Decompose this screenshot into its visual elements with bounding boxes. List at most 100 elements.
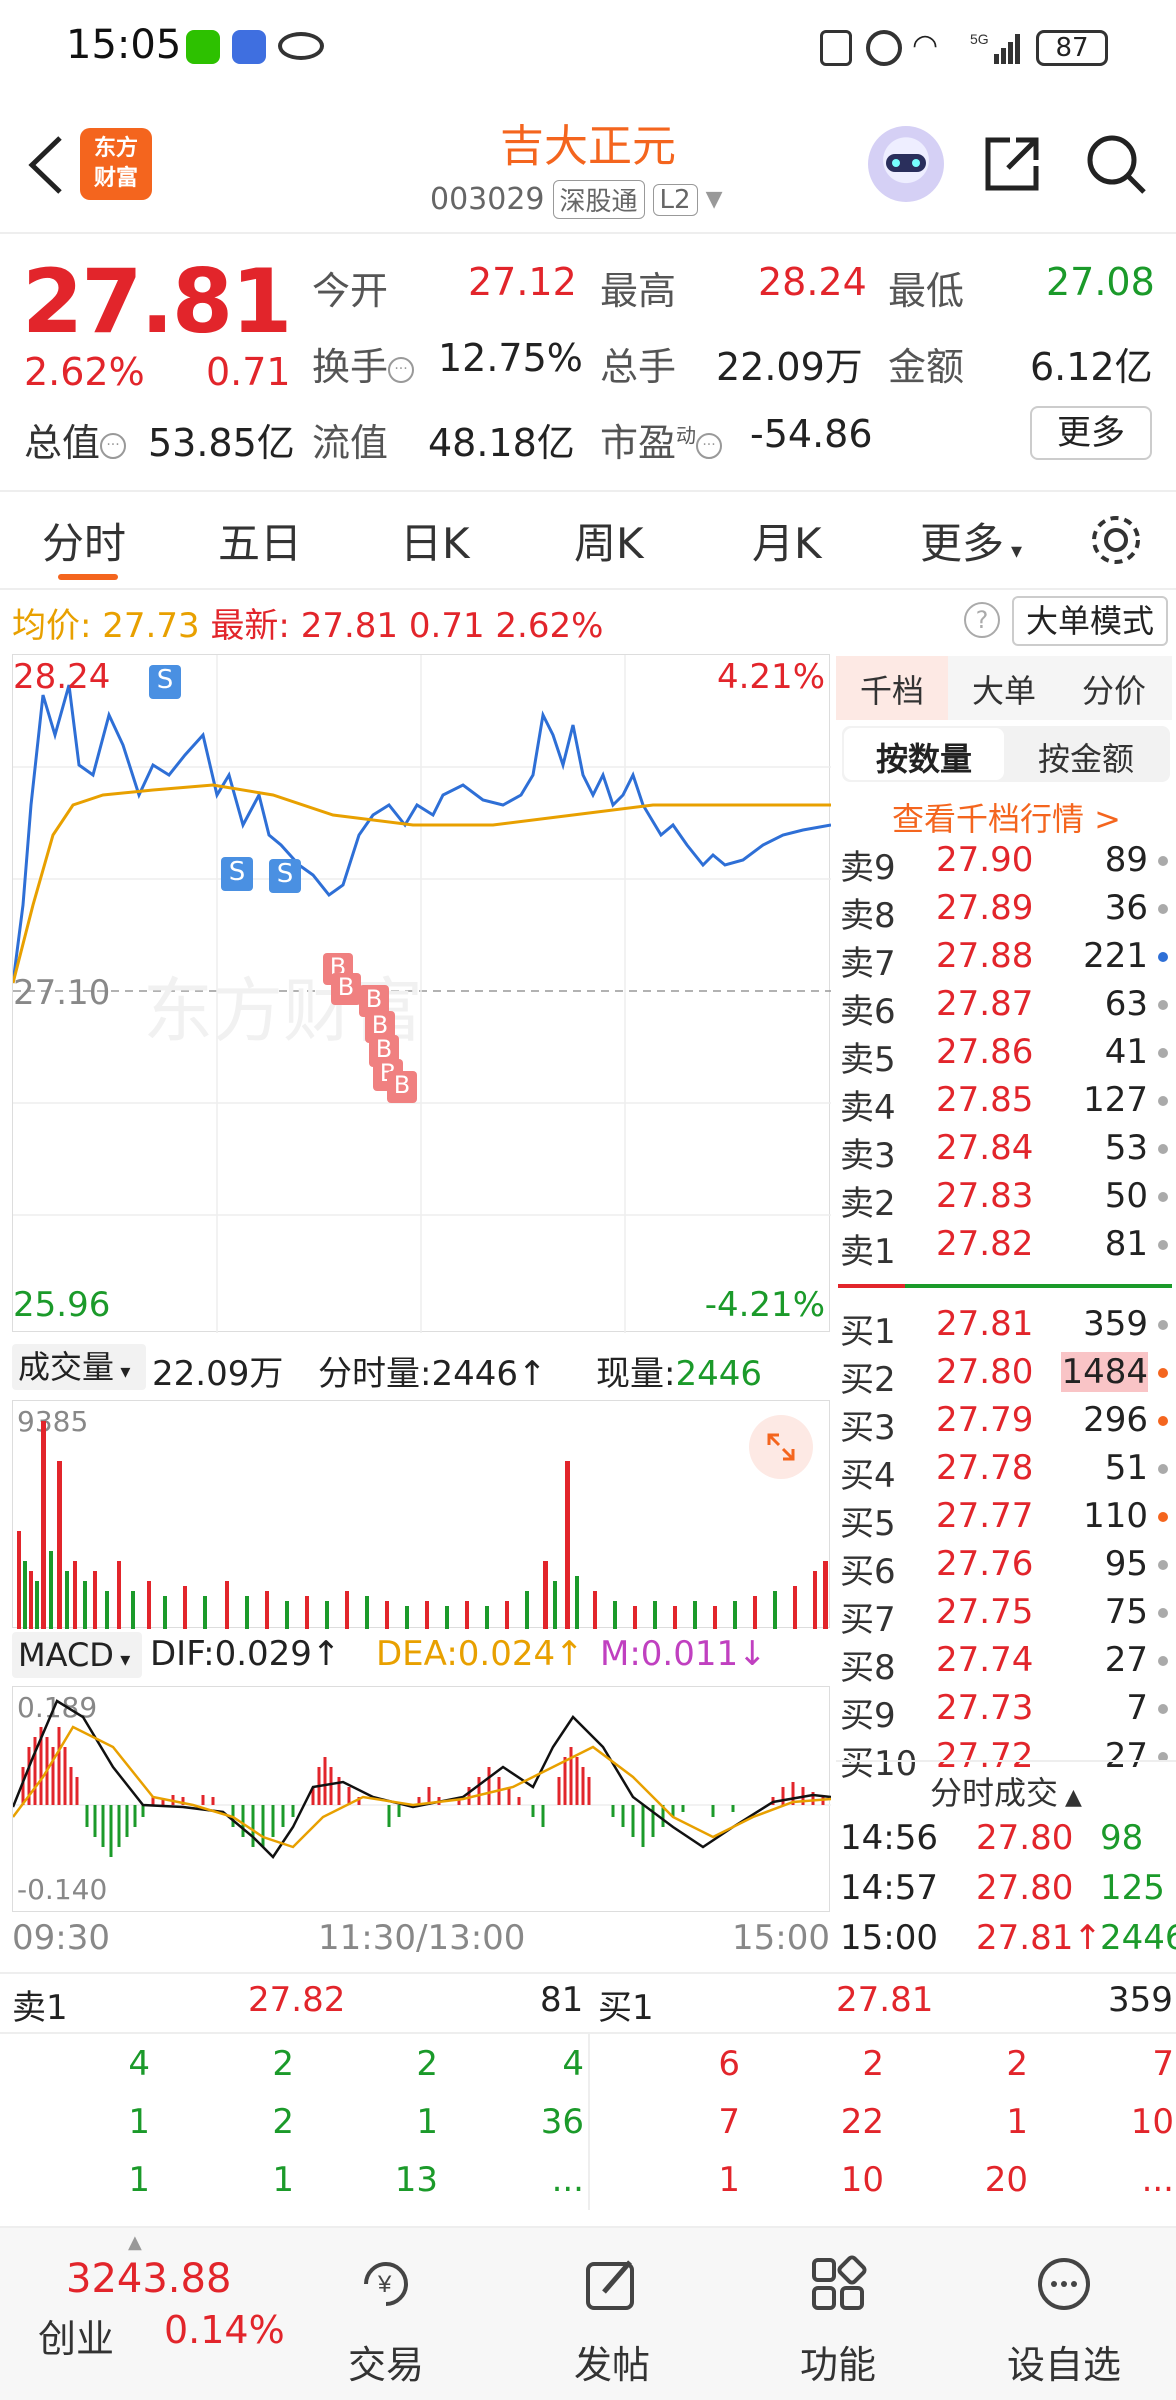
y-axis-bottom: 25.96 [13,1285,111,1325]
tab-intraday[interactable]: 分时 [42,519,127,568]
dropdown-triangle-icon[interactable]: ▼ [705,187,723,212]
macd-chart[interactable]: 0.189 -0.140 [12,1686,831,1912]
battery-icon: 87 [1036,30,1108,66]
more-dots-icon [1038,2258,1090,2310]
bid-row[interactable]: 买6 27.76 95 [840,1544,1172,1592]
tab-weekly-k[interactable]: 周K [574,519,644,568]
sell-marker[interactable]: S [221,857,253,891]
intraday-chart[interactable]: 东方财富 28.24 27.10 25.96 4.21% -4.21% S S … [12,654,831,1333]
bid-row[interactable]: 买1 27.81 359 [840,1304,1172,1352]
tab-daily-k[interactable]: 日K [400,519,470,568]
ask-price: 27.82 [936,1224,1034,1264]
tab-thousand-level[interactable]: 千档 [860,672,925,710]
buy-marker[interactable]: B [387,1071,417,1103]
ask-row[interactable]: 卖9 27.90 89 [840,840,1172,888]
more-button[interactable]: 更多 [1030,406,1152,460]
time-axis-mid: 11:30/13:00 [318,1918,526,1958]
bid-row[interactable]: 买10 27.72 27 [840,1736,1172,1784]
ask-row[interactable]: 卖6 27.87 63 [840,984,1172,1032]
low-label: 最低 [888,269,965,313]
ask-row[interactable]: 卖3 27.84 53 [840,1128,1172,1176]
status-dot-icon [1158,1464,1168,1474]
ask-row[interactable]: 卖5 27.86 41 [840,1032,1172,1080]
logo-line1: 东方 [93,136,138,161]
nav-features[interactable]: 功能 [758,2228,918,2400]
ask-level: 卖4 [840,1088,896,1128]
divider [588,2034,590,2210]
sell-queue-order: 2 [272,2102,294,2142]
index-ticker[interactable]: ▲ 3243.88 创业 0.14% [0,2228,285,2400]
bid-row[interactable]: 买9 27.73 7 [840,1688,1172,1736]
ask-row[interactable]: 卖4 27.85 127 [840,1080,1172,1128]
gear-icon[interactable] [1088,512,1144,568]
ai-robot-icon[interactable] [868,126,944,202]
volume-selector[interactable]: 成交量 ▾ [12,1344,146,1390]
nav-post[interactable]: 发帖 [532,2228,692,2400]
time-axis-end: 15:00 [732,1918,830,1958]
ask-row[interactable]: 卖7 27.88 221 [840,936,1172,984]
status-time: 15:05 [66,22,182,68]
info-icon[interactable]: ··· [100,432,127,459]
status-dot-icon [1158,856,1168,866]
bid-row[interactable]: 买7 27.75 75 [840,1592,1172,1640]
chevron-left-icon [28,136,62,194]
status-dot-icon [1158,952,1168,962]
bid-level: 买8 [840,1648,896,1688]
bid-row[interactable]: 买4 27.78 51 [840,1448,1172,1496]
bid-row[interactable]: 买2 27.80 1484 [840,1352,1172,1400]
ask-row[interactable]: 卖2 27.83 50 [840,1176,1172,1224]
nav-trade[interactable]: ¥ 交易 [306,2228,466,2400]
total-value-label: 总值 ··· [24,412,127,467]
sell-queue-order: 2 [416,2044,438,2084]
back-button[interactable] [22,130,72,200]
status-dot-icon [1158,1048,1168,1058]
search-icon[interactable] [1082,130,1150,198]
tab-monthly-k[interactable]: 月K [752,519,822,568]
bid-volume: 359 [1083,1304,1148,1344]
tick-price: 27.81↑ [976,1918,1102,1958]
tab-more[interactable]: 更多 ▾ [920,519,1023,568]
tick-time: 14:56 [840,1818,938,1858]
tab-by-amount[interactable]: 按金额 [1038,740,1135,778]
info-icon[interactable]: ··· [696,432,723,459]
bid-level: 买4 [840,1456,896,1496]
nav-add-watchlist[interactable]: 设自选 [984,2228,1144,2400]
volume-chart[interactable]: 9385 [12,1400,830,1629]
buy-marker[interactable]: B [331,973,361,1005]
tab-price-dist[interactable]: 分价 [1082,672,1147,710]
macd-selector[interactable]: MACD ▾ [12,1632,142,1678]
high-label: 最高 [600,269,677,313]
ask-row[interactable]: 卖8 27.89 36 [840,888,1172,936]
expand-icon[interactable] [749,1415,813,1479]
orderbook-tabs: 千档 大单 分价 [836,656,1172,720]
sell-queue-order: 2 [272,2044,294,2084]
bid-level: 买1 [840,1312,896,1352]
buy-queue-order: 22 [840,2102,884,2142]
tick-volume: 2446 [1100,1918,1176,1958]
sell-marker[interactable]: S [149,665,181,699]
tab-five-day[interactable]: 五日 [218,519,303,568]
time-sales-title[interactable]: 分时成交 ▲ [930,1774,1082,1812]
help-icon[interactable]: ? [964,602,1000,638]
tab-by-quantity[interactable]: 按数量 [876,740,973,778]
pct-axis-top: 4.21% [716,657,825,697]
bid-row[interactable]: 买5 27.77 110 [840,1496,1172,1544]
share-icon[interactable] [980,132,1044,196]
current-volume: 现量:2446 [596,1354,762,1394]
stock-code: 003029 [430,182,545,217]
big-order-mode-button[interactable]: 大单模式 [1012,596,1168,646]
bid-level: 买10 [840,1744,918,1784]
eye-icon [278,32,324,60]
eastmoney-logo: 东方 财富 [80,128,152,200]
status-bar: 15:05 ◠ 5G 87 [0,0,1176,100]
tick-time: 14:57 [840,1868,938,1908]
market-tag: 深股通 [552,180,645,219]
bid-row[interactable]: 买8 27.74 27 [840,1640,1172,1688]
tab-big-order[interactable]: 大单 [972,672,1037,710]
grid-icon [812,2255,867,2310]
ask-row[interactable]: 卖1 27.82 81 [840,1224,1172,1272]
bid-row[interactable]: 买3 27.79 296 [840,1400,1172,1448]
view-thousand-level-link[interactable]: 查看千档行情 > [892,800,1121,838]
sell-marker[interactable]: S [269,859,301,893]
info-icon[interactable]: ··· [388,356,415,383]
